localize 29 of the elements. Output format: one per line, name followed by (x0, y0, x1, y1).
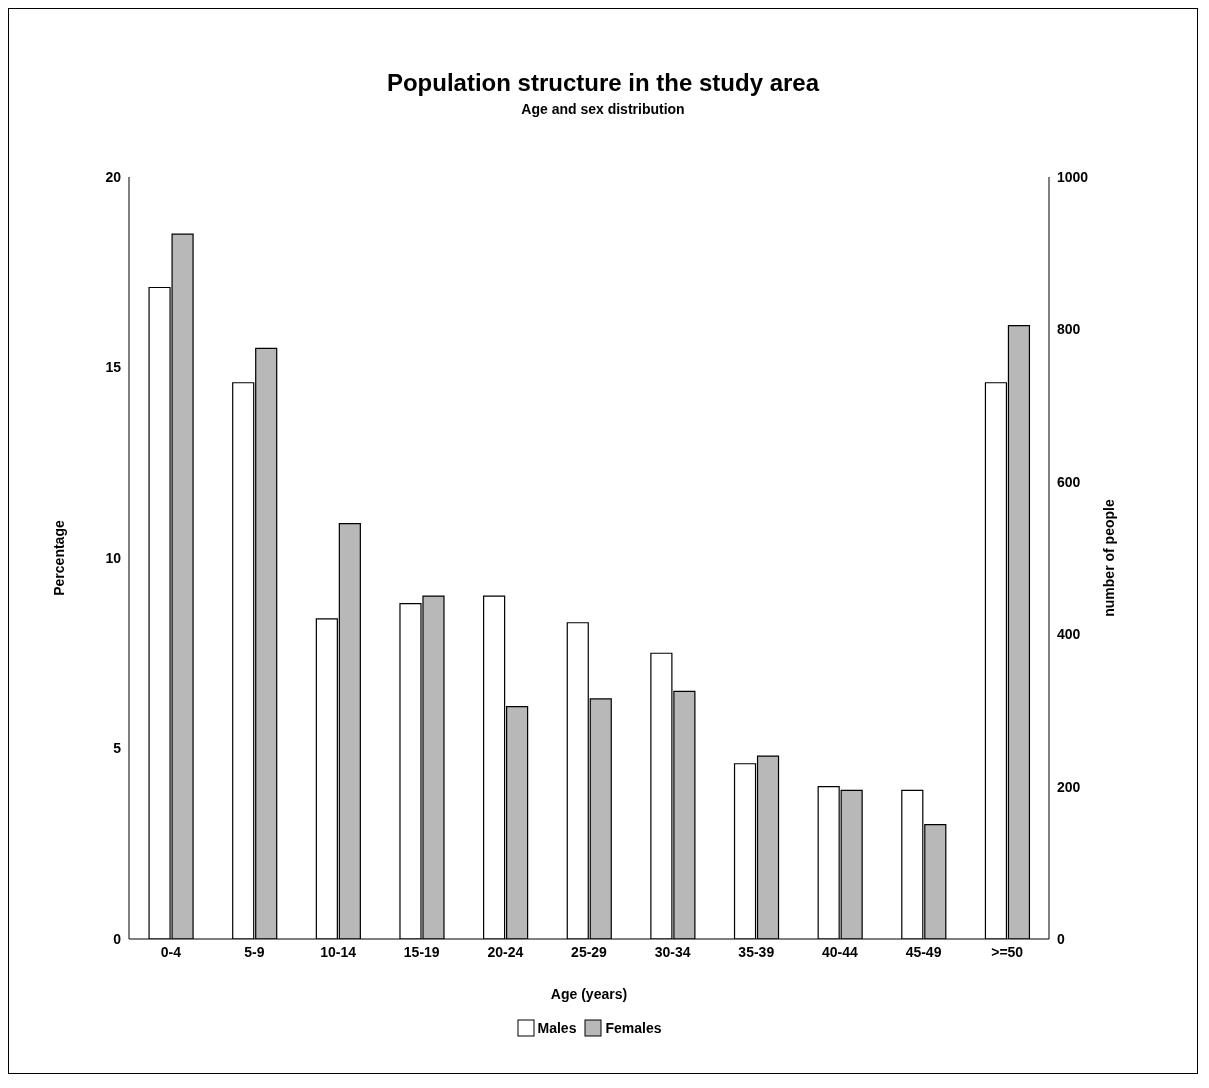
x-tick-label: 35-39 (738, 943, 775, 960)
y2-tick-label: 0 (1057, 930, 1065, 947)
x-tick-label: 45-49 (905, 943, 942, 960)
y-axis-title: Percentage (50, 520, 67, 596)
y2-tick-label: 1000 (1057, 168, 1089, 185)
y2-axis-title: number of people (1100, 499, 1117, 617)
x-tick-label: 20-24 (487, 943, 524, 960)
x-tick-label: >=50 (991, 943, 1024, 960)
x-tick-label: 5-9 (244, 943, 265, 960)
chart-subtitle: Age and sex distribution (520, 101, 686, 117)
legend-label: Females (605, 1020, 662, 1036)
y-tick-label: 20 (105, 168, 122, 185)
legend-label: Males (537, 1020, 577, 1036)
y-tick-label: 10 (105, 549, 122, 566)
y-tick-label: 15 (105, 359, 122, 376)
y2-tick-label: 200 (1057, 778, 1081, 795)
chart-title: Population structure in the study area (385, 69, 821, 97)
x-tick-label: 10-14 (320, 943, 357, 960)
x-tick-label: 15-19 (403, 943, 440, 960)
x-axis-title: Age (years) (550, 986, 628, 1002)
x-tick-label: 30-34 (654, 943, 691, 960)
y2-tick-label: 400 (1057, 626, 1081, 643)
y2-tick-label: 600 (1057, 473, 1081, 490)
y-tick-label: 5 (113, 740, 122, 757)
x-tick-label: 0-4 (160, 943, 182, 960)
x-tick-label: 40-44 (822, 943, 859, 960)
x-tick-label: 25-29 (571, 943, 608, 960)
y2-tick-label: 800 (1057, 321, 1081, 338)
y-tick-label: 0 (113, 930, 122, 947)
